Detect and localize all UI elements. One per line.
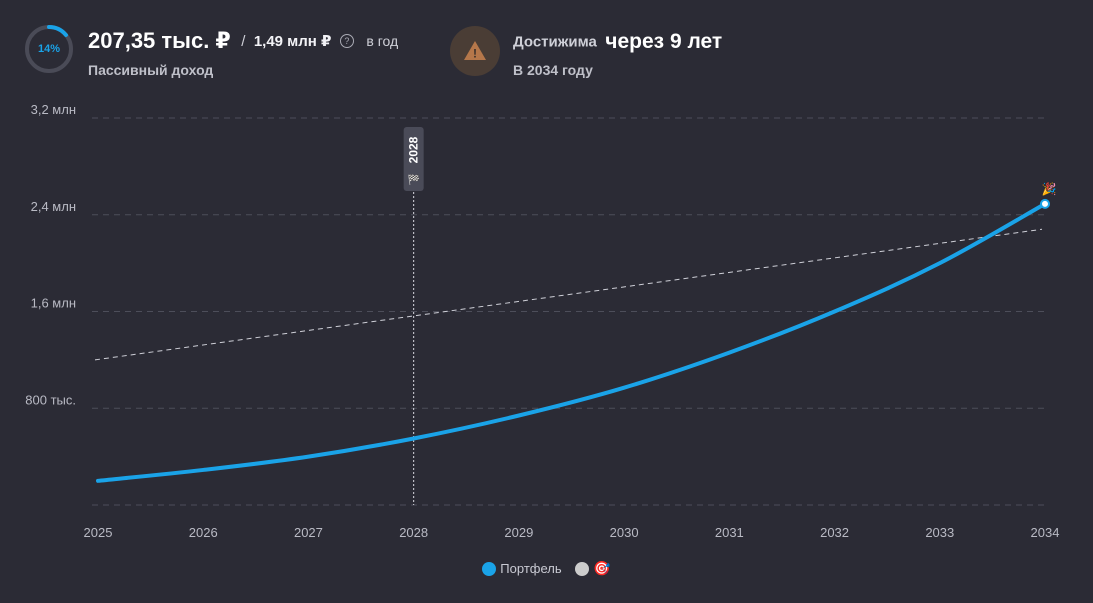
x-tick-label: 2026 [189, 525, 218, 540]
x-tick-label: 2033 [925, 525, 954, 540]
legend-item-target[interactable]: 🎯 [575, 560, 611, 577]
legend-item-portfolio[interactable]: Портфель [482, 560, 562, 577]
chart-legend: Портфель 🎯 [0, 560, 1093, 577]
checkered-flag-icon: 🏁 [407, 173, 419, 186]
warning-icon: ! [464, 41, 486, 61]
warning-badge: ! [450, 26, 500, 76]
x-tick-label: 2034 [1031, 525, 1060, 540]
reach-value: через 9 лет [605, 30, 723, 53]
y-tick-label: 1,6 млн [31, 296, 76, 311]
reach-caption: В 2034 году [513, 62, 593, 78]
progress-ring-graphic [25, 25, 73, 73]
x-tick-label: 2029 [504, 525, 533, 540]
portfolio-chart[interactable]: 800 тыс. 1,6 млн 2,4 млн 3,2 млн 2025 2026 202… [0, 0, 1093, 560]
marker-badge [403, 127, 424, 191]
income-period: в год [366, 33, 399, 49]
help-icon[interactable]: ? [339, 34, 354, 48]
x-tick-label: 2030 [610, 525, 639, 540]
x-tick-label: 2031 [715, 525, 744, 540]
progress-arc [25, 25, 73, 73]
income-line: 207,35 тыс. ₽ / 1,49 млн ₽ ? в год [88, 28, 398, 54]
target-icon: 🎯 [593, 560, 611, 577]
target-series-line [94, 228, 1043, 361]
legend-portfolio-label: Портфель [500, 560, 562, 576]
y-tick-label: 2,4 млн [31, 199, 76, 214]
target-dot-icon [575, 561, 590, 576]
x-tick-label: 2032 [820, 525, 849, 540]
income-caption: Пассивный доход [88, 62, 214, 78]
summary-header: 14% 207,35 тыс. ₽ / 1,49 млн ₽ ? в год П… [0, 0, 1093, 100]
portfolio-dot-icon [482, 562, 497, 577]
progress-ring: 14% [24, 24, 74, 74]
income-target: 1,49 млн ₽ [253, 33, 332, 50]
x-tick-label: 2028 [399, 525, 428, 540]
income-separator: / [241, 32, 246, 50]
x-tick-label: 2027 [294, 525, 323, 540]
portfolio-end-point [1040, 198, 1050, 209]
progress-label: 14% [37, 43, 61, 55]
y-tick-label: 3,2 млн [31, 102, 76, 117]
warning-symbol: ! [473, 47, 477, 61]
income-current: 207,35 тыс. ₽ [88, 28, 231, 53]
reach-line: Достижима через 9 лет [513, 30, 722, 54]
portfolio-series-line [96, 201, 1047, 483]
marker-label: 2028 [407, 136, 421, 163]
reach-label: Достижима [513, 33, 597, 51]
goal-party-icon: 🎉 [1042, 182, 1057, 196]
x-tick-label: 2025 [84, 525, 113, 540]
y-tick-label: 800 тыс. [25, 392, 76, 407]
